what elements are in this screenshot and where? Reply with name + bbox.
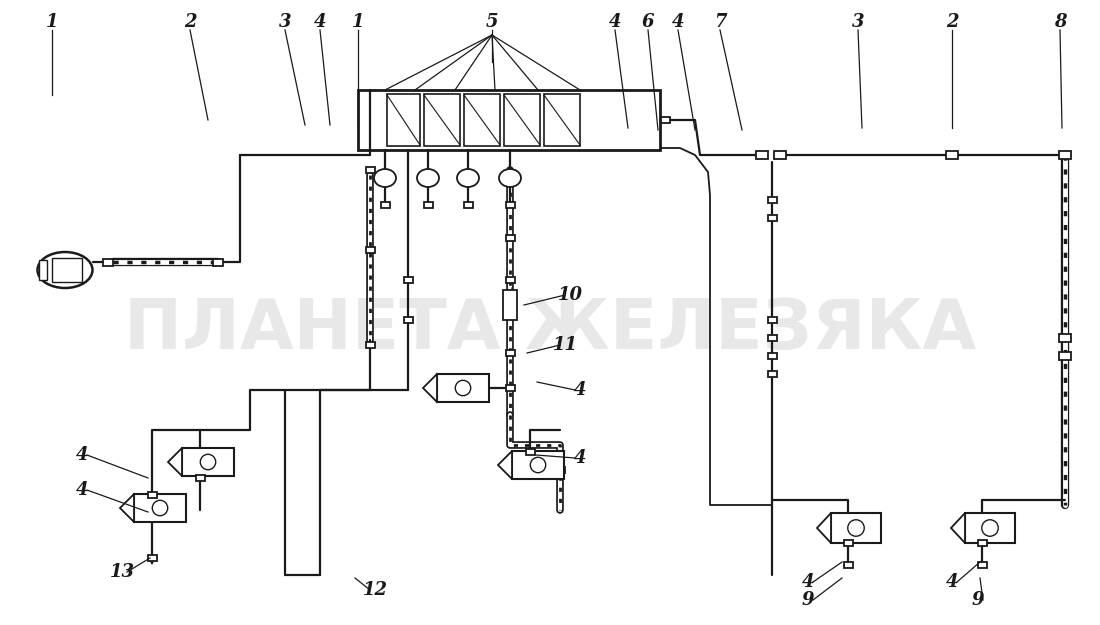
Bar: [1059, 334, 1071, 342]
Bar: [147, 555, 156, 561]
Text: 12: 12: [363, 581, 387, 599]
Bar: [756, 151, 768, 159]
Bar: [978, 540, 987, 546]
Text: 3: 3: [851, 13, 865, 31]
Bar: [424, 202, 432, 208]
Bar: [506, 235, 515, 241]
Bar: [506, 385, 515, 391]
Bar: [381, 202, 389, 208]
Bar: [1059, 151, 1071, 159]
Bar: [365, 167, 374, 173]
Bar: [147, 492, 156, 498]
Bar: [774, 151, 786, 159]
Bar: [830, 513, 881, 543]
Bar: [358, 90, 660, 150]
Bar: [52, 258, 82, 282]
Bar: [556, 467, 564, 473]
Ellipse shape: [37, 252, 92, 288]
Bar: [844, 540, 852, 546]
Polygon shape: [424, 374, 437, 402]
Text: 10: 10: [558, 286, 583, 304]
Bar: [768, 335, 777, 341]
Ellipse shape: [374, 169, 396, 187]
Polygon shape: [168, 448, 182, 476]
Bar: [1059, 352, 1071, 360]
Text: 1: 1: [46, 13, 58, 31]
Bar: [387, 94, 420, 146]
Bar: [464, 94, 500, 146]
Bar: [506, 202, 515, 208]
Bar: [660, 117, 670, 123]
Ellipse shape: [456, 169, 478, 187]
Bar: [404, 277, 412, 283]
Text: 4: 4: [946, 573, 958, 591]
Bar: [506, 277, 515, 283]
Bar: [365, 342, 374, 348]
Ellipse shape: [499, 169, 521, 187]
Bar: [768, 317, 777, 323]
Bar: [768, 215, 777, 221]
Text: 3: 3: [278, 13, 292, 31]
Bar: [844, 562, 852, 568]
Bar: [463, 202, 473, 208]
Bar: [946, 151, 958, 159]
Bar: [965, 513, 1015, 543]
Bar: [103, 259, 113, 266]
Text: ПЛАНЕТА ЖЕЛЕЗЯКА: ПЛАНЕТА ЖЕЛЕЗЯКА: [124, 296, 976, 364]
Bar: [196, 475, 205, 481]
Bar: [404, 317, 412, 323]
Bar: [768, 197, 777, 203]
Bar: [424, 94, 460, 146]
Polygon shape: [952, 513, 965, 543]
Text: 13: 13: [110, 563, 134, 581]
Bar: [526, 449, 535, 455]
Text: 4: 4: [802, 573, 814, 591]
Bar: [213, 259, 223, 266]
Text: 1: 1: [352, 13, 364, 31]
Text: 4: 4: [672, 13, 684, 31]
Bar: [503, 290, 517, 320]
Bar: [506, 350, 515, 356]
Bar: [134, 494, 186, 522]
Text: 2: 2: [184, 13, 196, 31]
Text: 4: 4: [314, 13, 327, 31]
Text: 4: 4: [574, 381, 586, 399]
Text: 4: 4: [574, 449, 586, 467]
Text: 4: 4: [76, 481, 88, 499]
Text: 8: 8: [1054, 13, 1066, 31]
Bar: [39, 260, 46, 280]
Text: 4: 4: [76, 446, 88, 464]
Bar: [768, 371, 777, 377]
Bar: [504, 94, 540, 146]
Bar: [544, 94, 580, 146]
Bar: [512, 451, 564, 479]
Text: 11: 11: [552, 336, 578, 354]
Bar: [978, 562, 987, 568]
Text: 4: 4: [608, 13, 622, 31]
Text: 9: 9: [971, 591, 984, 609]
Bar: [182, 448, 234, 476]
Text: 6: 6: [641, 13, 654, 31]
Polygon shape: [120, 494, 134, 522]
Text: 5: 5: [486, 13, 498, 31]
Polygon shape: [817, 513, 830, 543]
Text: 7: 7: [714, 13, 726, 31]
Polygon shape: [498, 451, 512, 479]
Bar: [365, 247, 374, 253]
Bar: [768, 353, 777, 359]
Ellipse shape: [417, 169, 439, 187]
Text: 9: 9: [802, 591, 814, 609]
Bar: [437, 374, 490, 402]
Text: 2: 2: [946, 13, 958, 31]
